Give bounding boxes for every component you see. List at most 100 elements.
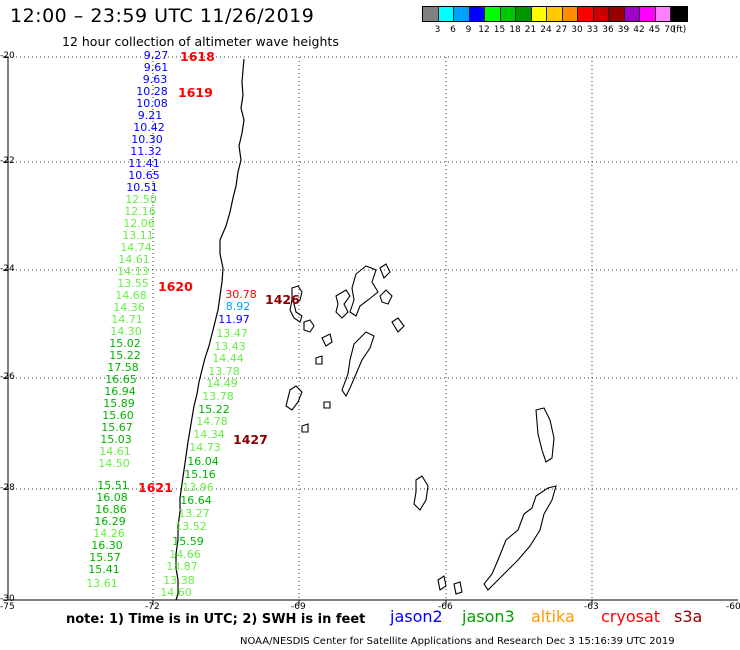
legend-label: 6 bbox=[450, 25, 456, 35]
wave-height-label: 14.61 bbox=[99, 445, 131, 458]
wave-height-label: 15.59 bbox=[172, 535, 204, 548]
wave-height-label: 14.44 bbox=[212, 352, 244, 365]
wave-height-label: 10.08 bbox=[136, 97, 168, 110]
legend-swatch bbox=[562, 7, 578, 21]
legend-swatch bbox=[469, 7, 485, 21]
legend-swatch bbox=[423, 7, 439, 21]
legend-label: 27 bbox=[555, 25, 568, 35]
legend-label: 45 bbox=[648, 25, 661, 35]
legend-swatch bbox=[640, 7, 656, 21]
inland-water-outlines bbox=[285, 263, 557, 595]
wave-height-label: 14.61 bbox=[118, 253, 150, 266]
legend-label: 42 bbox=[633, 25, 645, 35]
wave-height-label: 15.57 bbox=[89, 551, 121, 564]
legend-swatch bbox=[593, 7, 609, 21]
wave-height-label: 14.78 bbox=[196, 415, 228, 428]
legend-label: 21 bbox=[524, 25, 537, 35]
wave-height-label: 12.16 bbox=[124, 205, 156, 218]
legend-swatch bbox=[454, 7, 470, 21]
wave-height-label: 8.92 bbox=[225, 300, 251, 313]
wave-height-label: 12.50 bbox=[125, 193, 157, 206]
wave-height-label: 13.78 bbox=[202, 390, 234, 403]
wave-height-label: 11.41 bbox=[128, 157, 160, 170]
latitude-tick-label: -20 bbox=[0, 51, 15, 61]
longitude-tick-label: -60 bbox=[726, 602, 740, 612]
wave-height-label: 14.60 bbox=[160, 586, 192, 599]
pass-number: 1620 bbox=[158, 279, 193, 294]
wave-height-label: 16.64 bbox=[180, 494, 212, 507]
wave-height-label: 14.68 bbox=[115, 289, 147, 302]
wave-height-label: 14.50 bbox=[98, 457, 130, 470]
wave-height-label: 9.61 bbox=[143, 61, 169, 74]
wave-height-label: 13.55 bbox=[117, 277, 149, 290]
wave-height-label: 10.28 bbox=[136, 85, 168, 98]
pass-number: 1427 bbox=[233, 432, 268, 447]
legend-swatch bbox=[531, 7, 547, 21]
latitude-tick-label: -22 bbox=[0, 156, 15, 166]
wave-height-label: 11.97 bbox=[218, 313, 250, 326]
wave-height-label: 14.34 bbox=[193, 428, 225, 441]
wave-height-label: 15.51 bbox=[97, 479, 129, 492]
satellite-name: jason3 bbox=[462, 607, 515, 626]
pass-number: 1426 bbox=[265, 292, 300, 307]
longitude-tick-label: -66 bbox=[438, 602, 453, 612]
wave-height-label: 15.02 bbox=[109, 337, 141, 350]
legend-swatch bbox=[438, 7, 454, 21]
footer-note: note: 1) Time is in UTC; 2) SWH is in fe… bbox=[66, 612, 366, 627]
wave-height-label: 16.29 bbox=[94, 515, 126, 528]
map-title: 12:00 – 23:59 UTC 11/26/2019 bbox=[10, 5, 315, 27]
wave-height-label: 14.30 bbox=[110, 325, 142, 338]
wave-height-label: 15.16 bbox=[184, 468, 216, 481]
wave-height-label: 15.67 bbox=[101, 421, 133, 434]
wave-height-label: 14.73 bbox=[189, 441, 221, 454]
wave-height-label: 14.13 bbox=[117, 265, 149, 278]
longitude-tick-label: -69 bbox=[291, 602, 306, 612]
wave-height-label: 10.30 bbox=[131, 133, 163, 146]
wave-height-label: 13.52 bbox=[175, 520, 207, 533]
wave-height-label: 13.96 bbox=[182, 481, 214, 494]
wave-height-label: 14.74 bbox=[120, 241, 152, 254]
wave-height-label: 13.11 bbox=[122, 229, 154, 242]
wave-height-label: 15.60 bbox=[102, 409, 134, 422]
legend-label: 70 bbox=[664, 25, 676, 35]
legend-label: 9 bbox=[465, 25, 472, 35]
legend-label: 30 bbox=[571, 25, 583, 35]
wave-height-label: 14.36 bbox=[113, 301, 145, 314]
legend-swatch bbox=[671, 7, 687, 21]
lat-lon-grid bbox=[8, 56, 738, 600]
pass-number: 1618 bbox=[180, 49, 215, 64]
legend-swatch bbox=[500, 7, 516, 21]
legend-swatch bbox=[485, 7, 501, 21]
wave-height-label: 17.58 bbox=[107, 361, 139, 374]
legend-label: 24 bbox=[540, 25, 552, 35]
satellite-name: jason2 bbox=[390, 607, 443, 626]
pass-number: 1621 bbox=[138, 480, 173, 495]
wave-height-label: 10.42 bbox=[133, 121, 165, 134]
wave-height-label: 15.22 bbox=[109, 349, 141, 362]
wave-height-label: 16.08 bbox=[96, 491, 128, 504]
wave-height-label: 16.65 bbox=[105, 373, 137, 386]
legend-label: 33 bbox=[586, 25, 599, 35]
wave-height-label: 12.06 bbox=[123, 217, 155, 230]
wave-height-label: 14.49 bbox=[206, 377, 238, 390]
coastline-chile bbox=[175, 58, 245, 601]
legend-label: 36 bbox=[602, 25, 614, 35]
legend-label: 15 bbox=[493, 25, 506, 35]
legend-swatch bbox=[655, 7, 671, 21]
wave-height-label: 16.94 bbox=[104, 385, 136, 398]
latitude-tick-label: -30 bbox=[0, 594, 15, 604]
wave-height-label: 15.89 bbox=[103, 397, 135, 410]
legend-label: 39 bbox=[617, 25, 630, 35]
legend-swatch bbox=[578, 7, 594, 21]
wave-height-label: 13.38 bbox=[163, 574, 195, 587]
satellite-name: s3a bbox=[674, 607, 703, 626]
legend-swatches bbox=[422, 6, 688, 22]
wave-height-label: 16.86 bbox=[95, 503, 127, 516]
longitude-tick-label: -63 bbox=[584, 602, 599, 612]
wave-height-label: 13.87 bbox=[166, 560, 198, 573]
wave-height-label: 9.63 bbox=[142, 73, 168, 86]
wave-height-label: 15.41 bbox=[88, 563, 120, 576]
wave-height-label: 9.21 bbox=[137, 109, 163, 122]
longitude-tick-label: -75 bbox=[0, 602, 15, 612]
